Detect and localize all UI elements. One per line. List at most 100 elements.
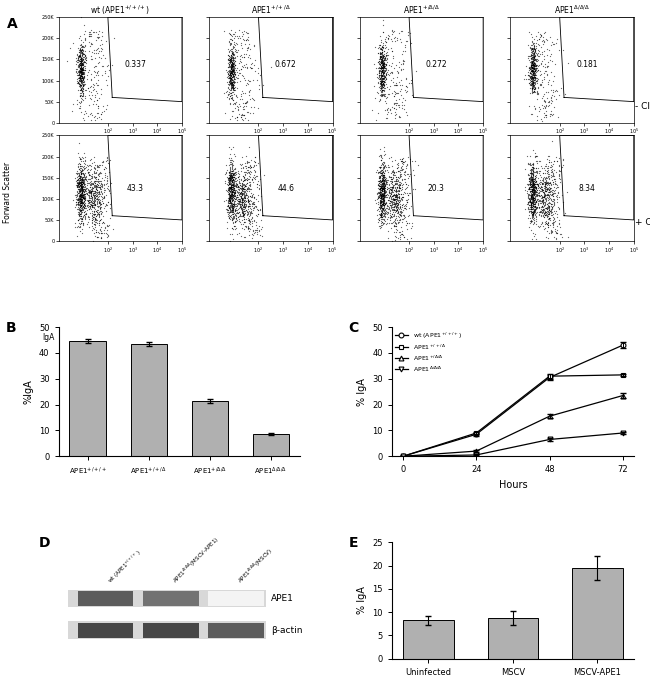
Point [74,51,85,62]
Point [226,63,236,74]
Point [75,206,86,217]
Point [385,196,395,206]
Point [79,73,90,84]
Point [376,56,387,67]
Point [374,162,384,173]
Point [79,189,90,200]
Point [387,190,398,201]
Point [92,182,103,193]
Point [79,202,89,213]
Point [92,101,103,112]
Point [229,201,240,212]
Point [531,162,541,173]
Point [79,200,89,211]
Point [393,196,403,206]
Point [233,103,243,114]
Point [528,78,538,88]
Point [232,179,242,190]
Point [80,171,90,182]
Point [532,76,542,87]
Point [526,201,536,212]
Point [227,31,237,42]
Point [226,71,237,82]
Point [228,41,239,52]
Point [374,187,384,198]
Point [379,156,389,167]
Point [526,176,537,187]
Point [228,73,239,84]
Point [73,158,84,169]
Point [237,176,248,187]
Point [529,182,539,193]
Point [231,200,242,211]
Point [391,178,401,189]
Point [84,187,95,198]
Point [84,202,95,213]
Point [526,185,537,196]
Point [225,200,235,211]
Point [530,175,541,186]
Point [102,231,112,242]
Point [554,170,565,181]
Point [521,60,531,71]
Point [526,70,536,81]
Point [75,204,85,215]
Point [99,228,109,239]
Point [88,209,99,220]
Point [92,162,102,173]
Point [527,183,538,194]
Point [388,180,398,191]
Point [83,46,94,57]
Point [534,34,544,45]
Point [77,183,88,194]
Point [236,203,246,214]
Point [526,82,537,93]
Point [241,190,252,201]
Point [387,185,397,196]
Point [531,75,541,86]
Point [381,58,391,69]
Point [538,195,549,206]
Point [528,56,538,67]
Point [529,58,539,69]
Point [399,156,410,167]
Point [377,75,387,86]
Point [526,209,537,220]
Point [530,73,540,84]
Point [386,174,396,185]
Point [379,182,389,193]
Point [402,182,412,193]
Point [72,187,82,198]
Point [76,65,86,76]
Point [378,192,389,203]
Point [378,189,388,200]
Point [83,201,93,212]
Point [527,198,538,209]
Point [534,191,544,202]
Point [75,200,86,211]
Point [248,164,259,175]
Point [529,51,539,62]
Point [528,187,539,198]
Point [242,178,253,189]
Point [523,73,534,84]
Point [99,178,110,189]
Point [227,169,238,180]
Point [378,65,389,76]
Point [376,75,386,86]
Point [77,200,88,211]
Point [74,172,85,183]
Point [226,62,236,73]
Point [228,171,239,182]
Point [75,67,85,78]
Point [226,170,237,181]
Point [396,200,407,211]
Point [73,181,84,192]
Point [232,189,242,200]
Point [73,204,84,215]
Point [228,200,239,211]
Point [103,166,114,177]
Point [383,88,393,99]
Point [380,192,391,203]
Point [76,176,86,187]
